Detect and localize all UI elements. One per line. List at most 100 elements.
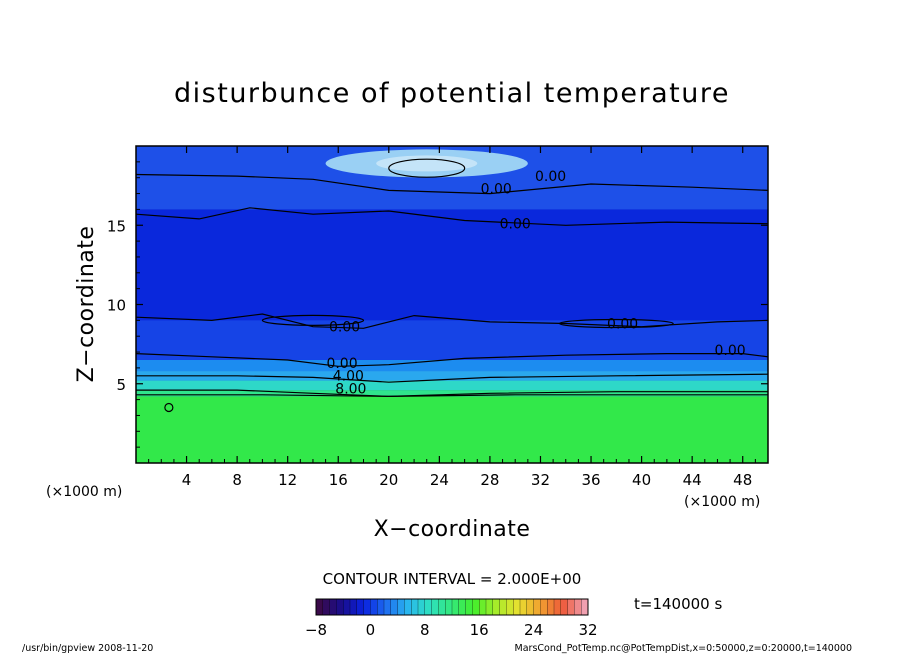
contour-line-1 [136,207,768,226]
colorbar-cell-21 [458,598,467,616]
colorbar-cell-34 [547,598,555,616]
contour-line-0 [136,173,768,195]
colorbar-cell-0 [315,598,324,616]
contour-labels: 0.000.000.000.00 0.000.000.004.008.00 [326,169,745,397]
contour-label-8: 8.00 [335,381,366,397]
contour-label-7: 4.00 [333,369,364,385]
contour-lines [136,158,768,413]
field-transition-3 [136,380,768,391]
x-tick-label-11: 48 [733,471,752,489]
contour-loop-small [164,402,174,413]
colorbar-cell-36 [560,598,569,616]
colorbar-cell-12 [397,598,405,616]
field-transition-2 [136,371,768,381]
x-tick-label-9: 40 [632,471,651,489]
x-tick-label-5: 24 [430,471,449,489]
colorbar-cell-18 [438,598,446,616]
colorbar-cell-27 [499,598,507,616]
x-unit-right: (×1000 m) [684,494,760,510]
colorbar-cell-16 [424,598,433,616]
contour-line-3 [136,353,768,367]
colorbar-cell-6 [356,598,365,616]
colorbar-cell-39 [581,598,589,616]
x-tick-label-2: 12 [278,471,297,489]
colorbar-cell-9 [377,598,385,616]
field-layers [136,146,768,463]
colorbar-cell-1 [322,598,331,616]
colorbar-cell-30 [519,598,528,616]
time-label: t=140000 s [634,595,722,613]
colorbar-frame [315,598,589,616]
colorbar-cell-5 [349,598,358,616]
x-tick-label-4: 20 [379,471,398,489]
plot-area [136,146,768,463]
colorbar-cell-7 [363,598,371,616]
x-tick-label-6: 28 [480,471,499,489]
contour-label-3: 0.00 [329,319,360,335]
contour-label-0: 0.00 [481,182,512,198]
contour-loop-left [261,314,365,326]
colorbar-cell-26 [492,598,501,616]
contour-interval-label: CONTOUR INTERVAL = 2.000E+00 [323,570,582,588]
colorbar-cell-25 [485,598,494,616]
colorbar-cell-8 [370,598,378,616]
colorbar-cell-28 [506,598,514,616]
x-axis-label: X−coordinate [374,517,531,542]
y-tick-label-0: 5 [116,376,126,394]
contour-loop-top [388,158,466,178]
colorbar-cell-20 [451,598,460,616]
footer-right: MarsCond_PotTemp.nc@PotTempDist,x=0:5000… [515,643,852,654]
contour-loop-right [558,318,674,329]
y-tick-label-2: 15 [107,217,126,235]
colorbar-cell-37 [567,598,575,616]
colorbar-cell-15 [417,598,426,616]
colorbar-cell-4 [343,598,351,616]
contour-label-4: 0.00 [607,316,638,332]
y-axis-label: Z−coordinate [74,226,99,383]
colorbar-cell-2 [329,598,337,616]
x-tick-label-1: 8 [232,471,242,489]
colorbar-cell-31 [526,598,535,616]
y-axis: 5 10 15 [107,161,768,448]
colorbar-cell-29 [513,598,521,616]
x-tick-label-7: 32 [531,471,550,489]
colorbar-cell-19 [445,598,453,616]
colorbar-cell-3 [336,598,344,616]
contour-line-4 [136,373,768,383]
colorbar-cell-17 [431,598,439,616]
colorbar-cell-14 [411,598,419,616]
chart-title: disturbunce of potential temperature [174,78,730,109]
contour-label-2: 0.00 [500,216,531,232]
colorbar-tick-label-1: 0 [366,621,376,639]
colorbar-cell-24 [479,598,487,616]
colorbar-ticks: −8 0 8 16 24 32 [305,621,598,639]
x-tick-label-10: 44 [683,471,702,489]
contour-label-5: 0.00 [714,343,745,359]
field-warm-cap-core [376,155,478,172]
colorbar-tick-label-0: −8 [305,621,327,639]
field-lower-layer [136,396,768,463]
x-tick-label-8: 36 [581,471,600,489]
contour-label-6: 0.00 [326,356,357,372]
colorbar-tick-label-2: 8 [420,621,430,639]
field-transition-1 [136,359,768,372]
colorbar-tick-label-3: 16 [470,621,489,639]
colorbar-tick-label-5: 32 [578,621,597,639]
colorbar-cell-13 [404,598,412,616]
colorbar [315,598,589,616]
colorbar-cell-35 [553,598,562,616]
colorbar-cell-32 [533,598,541,616]
colorbar-cell-10 [383,598,392,616]
colorbar-cell-38 [574,598,582,616]
colorbar-cell-11 [390,598,399,616]
contour-line-6 [136,394,768,398]
colorbar-cell-22 [465,598,473,616]
colorbar-cell-23 [472,598,480,616]
field-transition-4 [136,390,768,397]
contour-label-1: 0.00 [535,169,566,185]
colorbar-cell-33 [540,598,548,616]
x-axis: 4 8 12 16 20 24 28 32 36 40 44 48 [148,146,756,489]
x-tick-label-0: 4 [182,471,192,489]
colorbar-tick-label-4: 24 [524,621,543,639]
